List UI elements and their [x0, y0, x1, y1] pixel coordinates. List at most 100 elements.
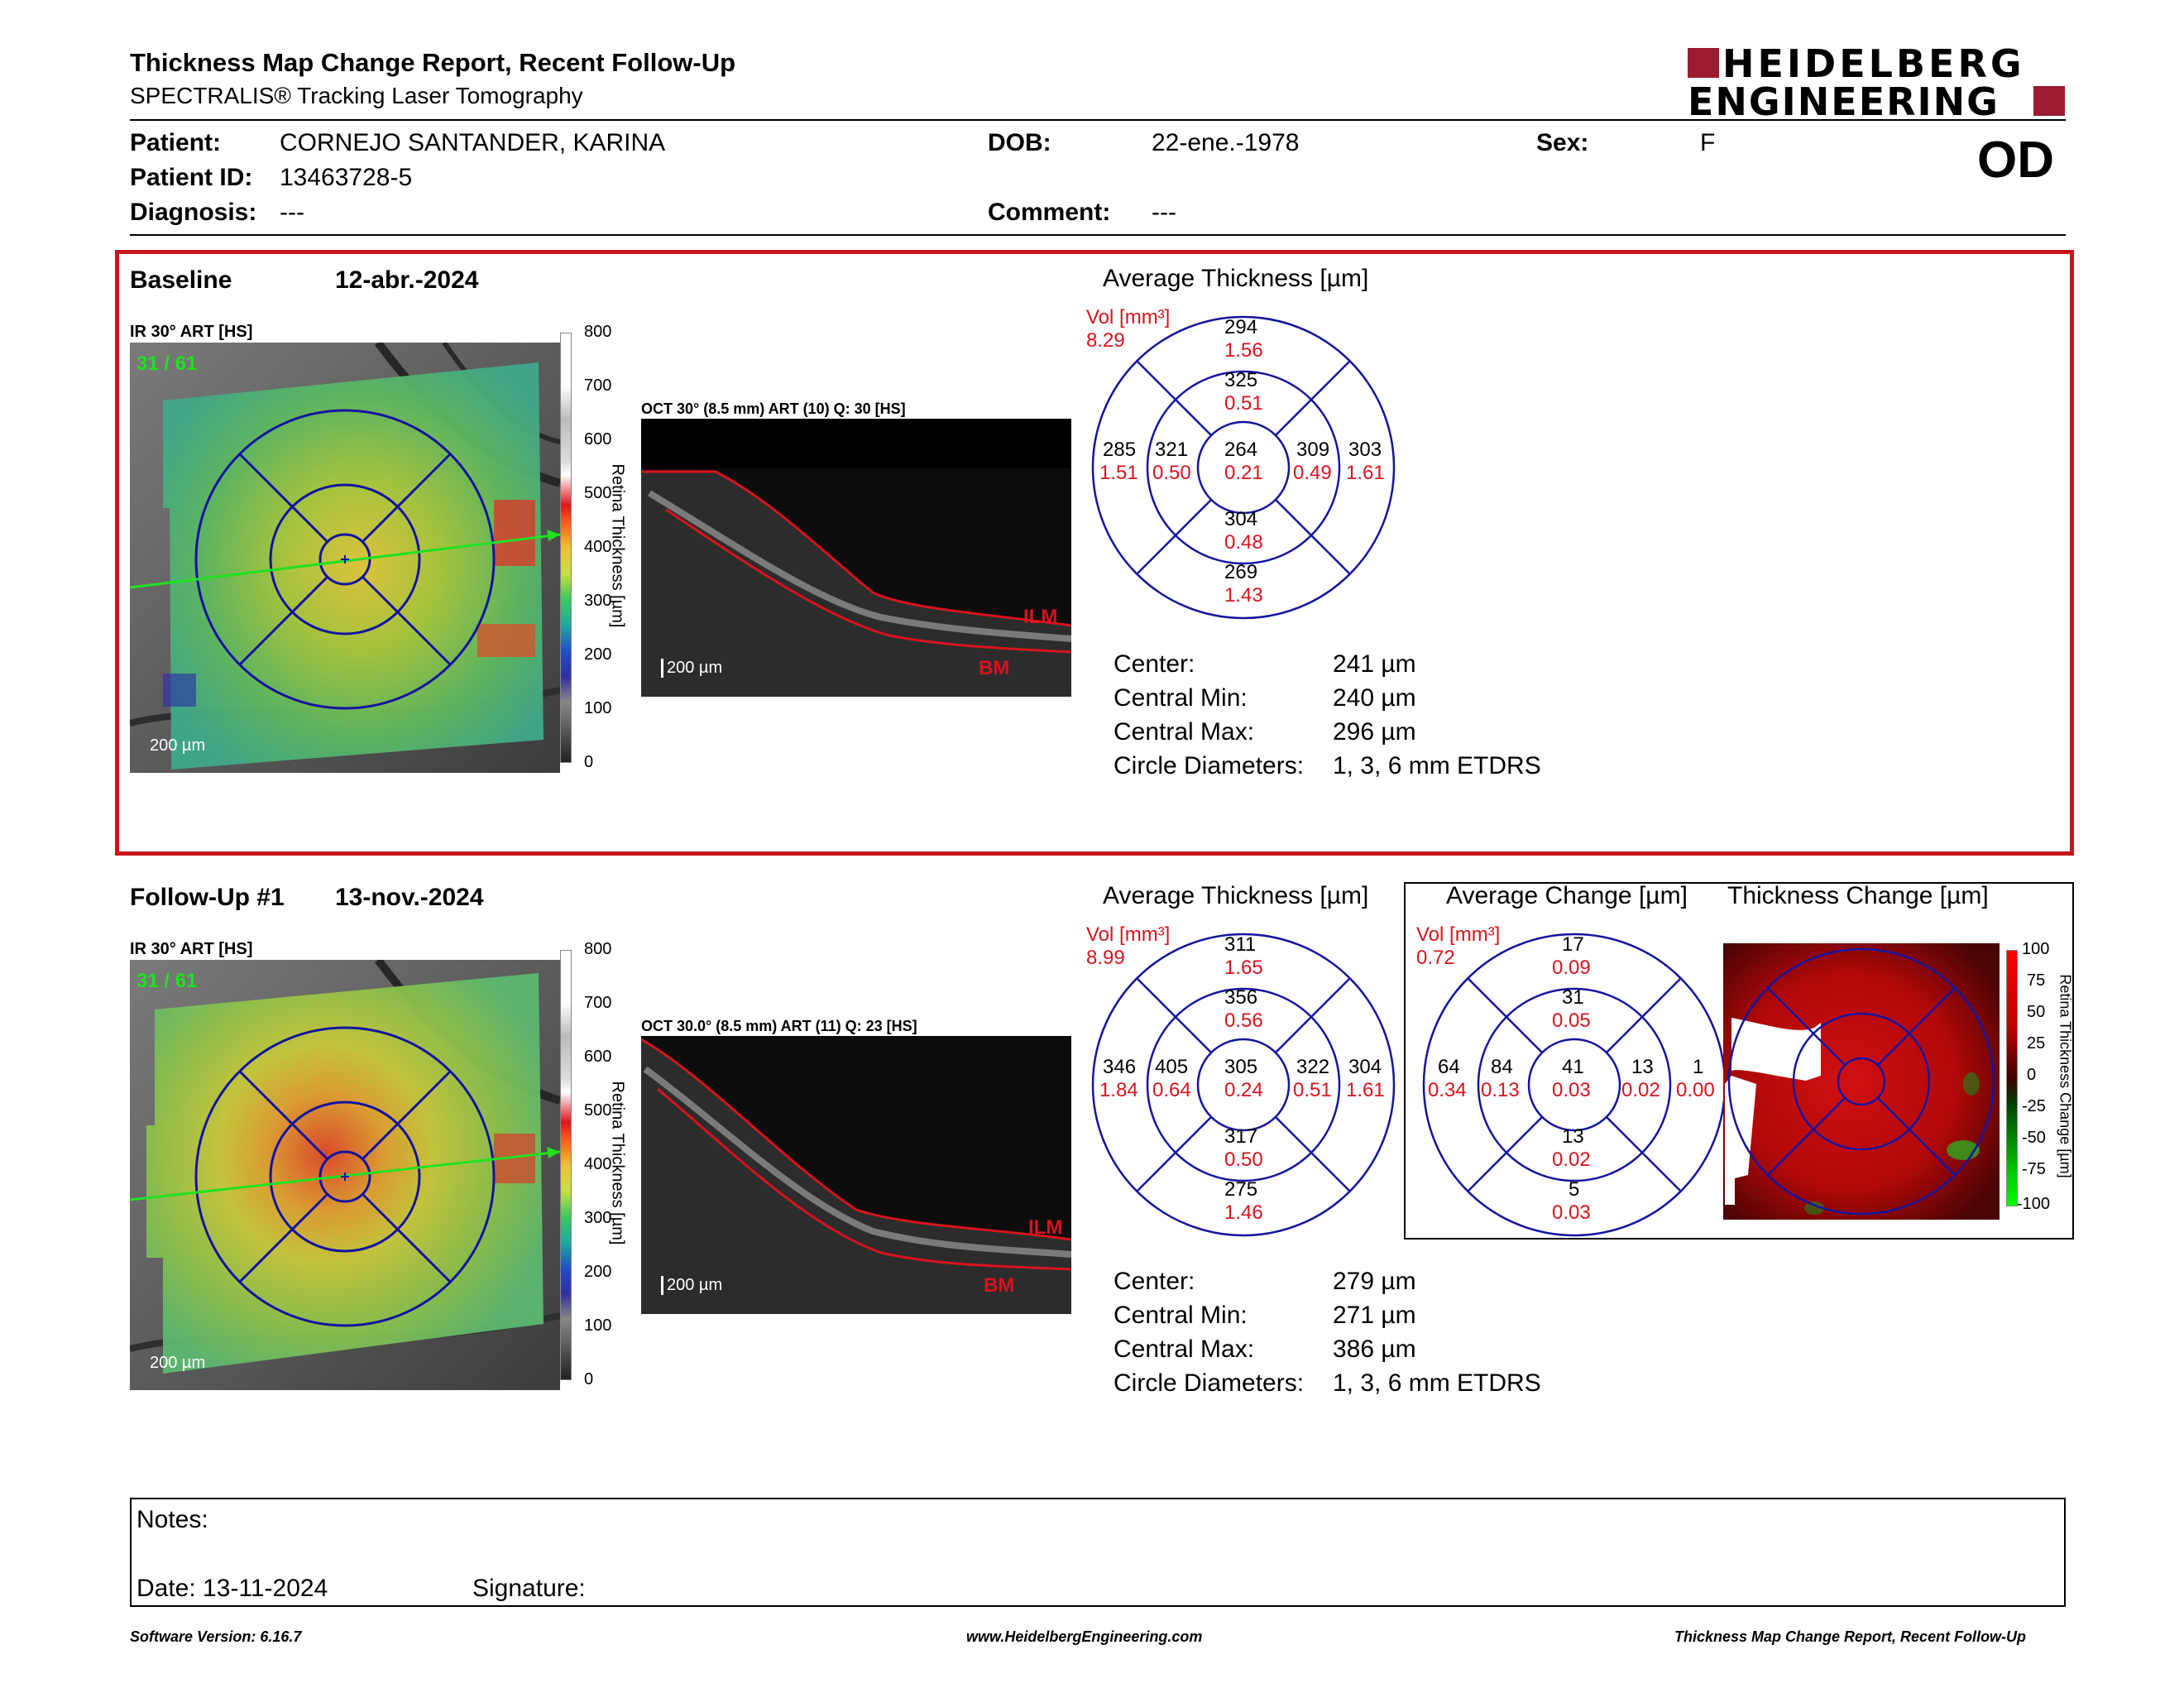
- baseline-colorbar-title: Retina Thickness [µm]: [608, 463, 627, 628]
- followup-stat-max-label: Central Max:: [1114, 1336, 1255, 1363]
- baseline-ir-thickness-map: 31 / 61 200 µm: [130, 343, 560, 773]
- dob-label: DOB:: [988, 129, 1051, 156]
- baseline-ir-scale: 200 µm: [150, 736, 206, 755]
- baseline-date: 12-abr.-2024: [335, 266, 479, 294]
- sex-value: F: [1700, 129, 1716, 156]
- change-center-volume: 0.03: [1552, 1079, 1591, 1101]
- sex-label: Sex:: [1536, 129, 1589, 156]
- followup-ir-label: IR 30° ART [HS]: [130, 940, 253, 958]
- baseline-ni-thickness: 309: [1296, 439, 1330, 461]
- followup-stat-min-label: Central Min:: [1114, 1302, 1248, 1329]
- change-no-volume: 0.00: [1676, 1079, 1715, 1101]
- baseline-stat-min-label: Central Min:: [1114, 684, 1248, 712]
- baseline-si-thickness: 325: [1224, 369, 1258, 391]
- baseline-ir-etdrs-overlay: [130, 409, 560, 710]
- baseline-label: Baseline: [130, 266, 232, 294]
- change-ni-thickness: 13: [1631, 1056, 1654, 1078]
- logo-red-square-right: [2033, 86, 2065, 116]
- followup-colorbar-tick-100: 100: [584, 1316, 612, 1335]
- diagnosis-value: ---: [280, 199, 304, 226]
- baseline-etdrs-grid: [1091, 315, 1396, 620]
- patient-label: Patient:: [130, 129, 222, 156]
- baseline-center-volume: 0.21: [1224, 462, 1263, 484]
- followup-oct-ilm-label: ILM: [1028, 1216, 1063, 1239]
- followup-colorbar-tick-0: 0: [584, 1370, 594, 1388]
- patient-name: CORNEJO SANTANDER, KARINA: [280, 129, 666, 156]
- followup-stat-center-value: 279 µm: [1333, 1268, 1416, 1295]
- followup-ti-thickness: 405: [1155, 1056, 1189, 1078]
- header-rule: [130, 119, 2066, 121]
- change-ti-thickness: 84: [1491, 1056, 1513, 1078]
- baseline-colorbar: [560, 333, 572, 763]
- change-center-thickness: 41: [1562, 1056, 1584, 1078]
- baseline-ir-counter: 31 / 61: [136, 352, 198, 375]
- patient-id-value: 13463728-5: [280, 164, 413, 191]
- report-subtitle: SPECTRALIS® Tracking Laser Tomography: [130, 83, 583, 108]
- followup-stat-max-value: 386 µm: [1333, 1336, 1416, 1363]
- followup-stat-min-value: 271 µm: [1333, 1302, 1416, 1329]
- followup-oct-bm-label: BM: [984, 1274, 1015, 1297]
- comment-label: Comment:: [988, 199, 1111, 226]
- dob-value: 22-ene.-1978: [1152, 129, 1300, 156]
- followup-ni-volume: 0.51: [1293, 1079, 1332, 1101]
- change-io-thickness: 5: [1569, 1178, 1580, 1201]
- followup-ir-etdrs-overlay: [130, 1026, 560, 1327]
- change-panel-frame: [1404, 882, 2074, 1240]
- change-colorbar: [2006, 950, 2018, 1206]
- followup-ii-volume: 0.50: [1224, 1149, 1263, 1171]
- followup-si-volume: 0.56: [1224, 1009, 1263, 1032]
- baseline-io-thickness: 269: [1224, 561, 1258, 583]
- baseline-stat-center-value: 241 µm: [1333, 650, 1416, 678]
- followup-colorbar-tick-700: 700: [584, 994, 612, 1012]
- baseline-stat-center-label: Center:: [1114, 650, 1195, 678]
- followup-stat-center-label: Center:: [1114, 1268, 1195, 1295]
- change-colorbar-tick-m100: -100: [2017, 1195, 2051, 1213]
- baseline-stat-circle-label: Circle Diameters:: [1114, 752, 1305, 779]
- report-title: Thickness Map Change Report, Recent Foll…: [130, 48, 736, 77]
- change-ni-volume: 0.02: [1621, 1079, 1660, 1101]
- change-colorbar-tick-100: 100: [2022, 940, 2050, 958]
- followup-colorbar-tick-800: 800: [584, 940, 612, 958]
- change-colorbar-tick-m25: -25: [2022, 1097, 2046, 1115]
- baseline-stat-max-label: Central Max:: [1114, 718, 1255, 746]
- diagnosis-label: Diagnosis:: [130, 199, 257, 226]
- avg-change-title: Average Change [µm]: [1446, 882, 1688, 909]
- baseline-ti-thickness: 321: [1155, 439, 1189, 461]
- change-ii-thickness: 13: [1562, 1125, 1584, 1148]
- change-io-volume: 0.03: [1552, 1201, 1591, 1224]
- change-so-volume: 0.09: [1552, 957, 1591, 979]
- change-vol-value: 0.72: [1416, 947, 1455, 969]
- baseline-colorbar-tick-100: 100: [584, 699, 612, 717]
- notes-box[interactable]: [130, 1498, 2066, 1607]
- followup-colorbar-tick-300: 300: [584, 1209, 612, 1227]
- followup-avg-thickness-title: Average Thickness [µm]: [1103, 882, 1369, 909]
- followup-no-volume: 1.61: [1346, 1079, 1385, 1101]
- change-to-volume: 0.34: [1428, 1079, 1467, 1101]
- change-no-thickness: 1: [1693, 1056, 1704, 1078]
- logo-line-1: HEIDELBERG: [1722, 41, 2025, 86]
- followup-colorbar-tick-200: 200: [584, 1263, 612, 1281]
- followup-colorbar-tick-500: 500: [584, 1101, 612, 1120]
- followup-ii-thickness: 317: [1224, 1125, 1258, 1148]
- baseline-oct-bm-label: BM: [979, 657, 1010, 679]
- notes-label: Notes:: [136, 1506, 208, 1533]
- change-ti-volume: 0.13: [1481, 1079, 1520, 1101]
- baseline-vol-label: Vol [mm³]: [1086, 306, 1171, 328]
- baseline-oct-label: OCT 30° (8.5 mm) ART (10) Q: 30 [HS]: [641, 400, 906, 417]
- change-ii-volume: 0.02: [1552, 1149, 1591, 1171]
- eye-indicator: OD: [1977, 132, 2054, 189]
- change-vol-label: Vol [mm³]: [1416, 923, 1501, 946]
- followup-ti-volume: 0.64: [1152, 1079, 1191, 1101]
- followup-si-thickness: 356: [1224, 986, 1258, 1009]
- footer-software-version: Software Version: 6.16.7: [130, 1628, 302, 1645]
- followup-so-volume: 1.65: [1224, 957, 1263, 979]
- baseline-colorbar-tick-700: 700: [584, 376, 612, 395]
- baseline-ii-thickness: 304: [1224, 508, 1258, 530]
- baseline-colorbar-tick-300: 300: [584, 592, 612, 610]
- notes-date: Date: 13-11-2024: [136, 1575, 328, 1602]
- followup-io-thickness: 275: [1224, 1178, 1258, 1201]
- notes-signature-label: Signature:: [472, 1575, 586, 1602]
- baseline-oct-bscan: ILM BM 200 µm: [641, 419, 1071, 697]
- followup-to-thickness: 346: [1103, 1056, 1137, 1078]
- baseline-frame: [115, 250, 2074, 856]
